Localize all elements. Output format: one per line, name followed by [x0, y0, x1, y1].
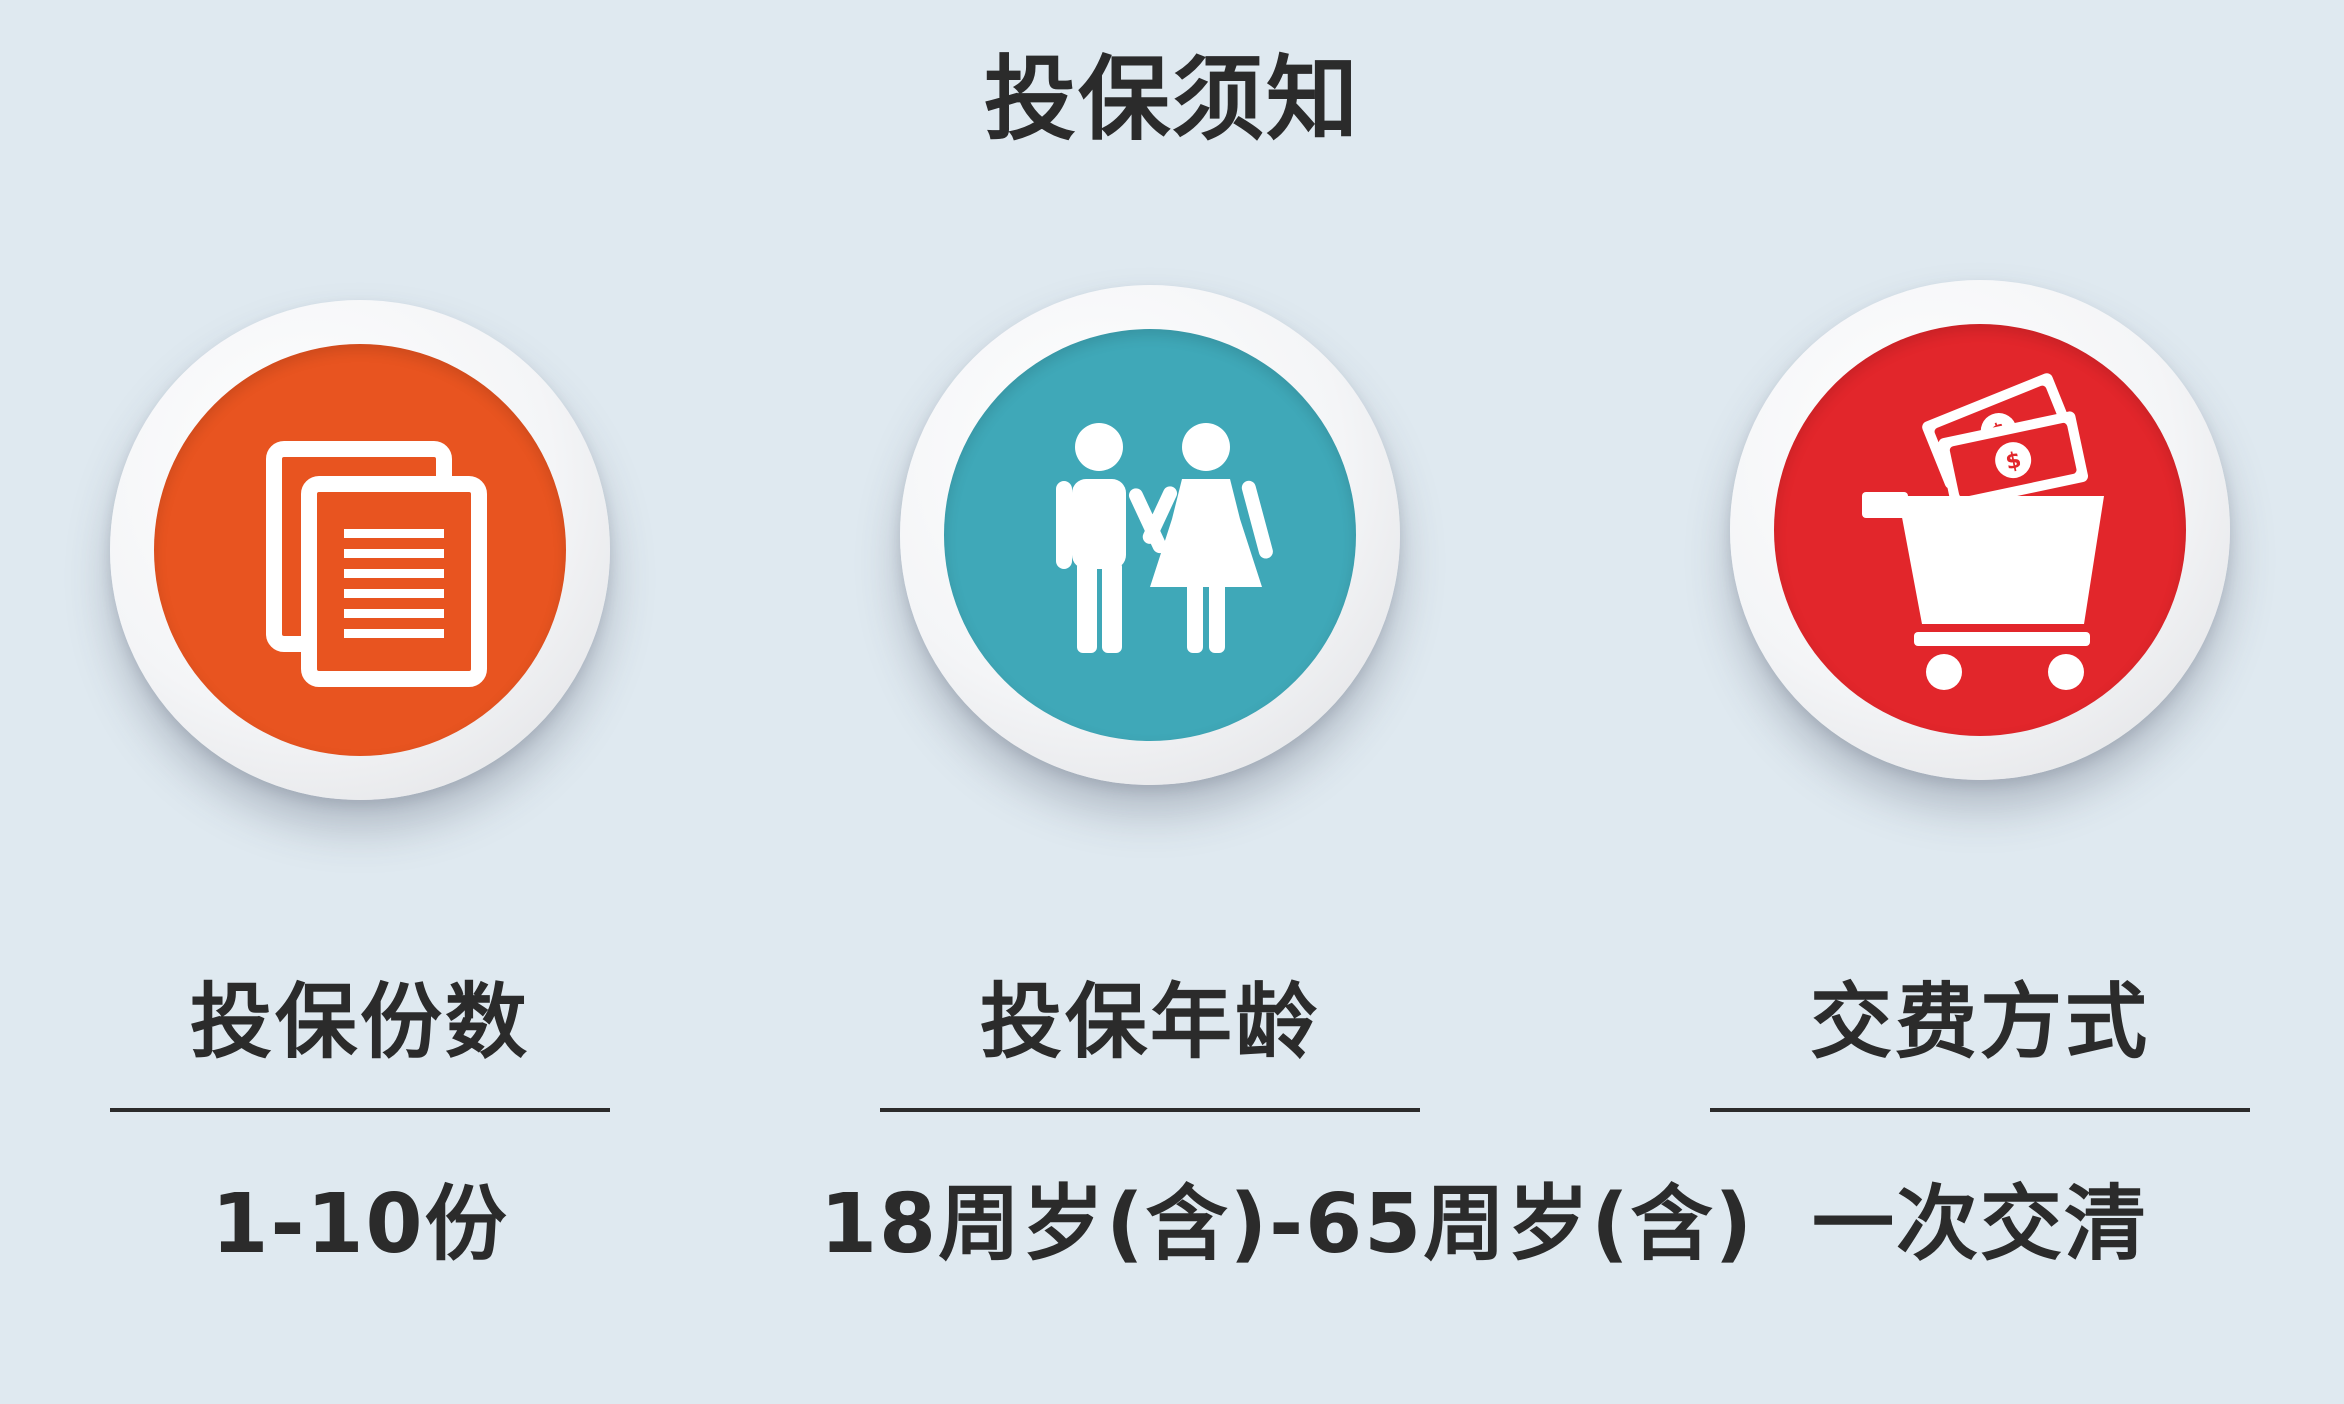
- shopping-cart-money-icon: $ $: [1862, 373, 2104, 690]
- card-label: 交费方式: [1809, 975, 2150, 1070]
- svg-text:$: $: [2003, 448, 2023, 476]
- card-value: 一次交清: [1811, 1177, 2148, 1272]
- card-divider: [880, 1108, 1420, 1112]
- card-value: 18周岁(含)-65周岁(含): [820, 1177, 1755, 1272]
- card-divider: [110, 1108, 610, 1112]
- couple-icon: [1056, 423, 1273, 653]
- red-disc: $ $: [1774, 324, 2186, 736]
- badge-ring: [900, 285, 1400, 785]
- card-label: 投保份数: [189, 975, 530, 1070]
- card-value: 1-10份: [211, 1177, 509, 1272]
- badge-ring: $ $: [1730, 280, 2230, 780]
- orange-disc: [154, 344, 566, 756]
- info-card-payment-method: $ $ 交费方式 一次交清: [1710, 0, 2250, 1404]
- badge-ring: [110, 300, 610, 800]
- document-pages-icon: [266, 441, 487, 687]
- card-label: 投保年龄: [979, 975, 1320, 1070]
- card-divider: [1710, 1108, 2250, 1112]
- teal-disc: [944, 329, 1356, 741]
- info-card-policy-count: 投保份数 1-10份: [110, 0, 610, 1404]
- info-card-insured-age: 投保年龄 18周岁(含)-65周岁(含): [820, 0, 1752, 1404]
- page-title: 投保须知: [983, 46, 1360, 153]
